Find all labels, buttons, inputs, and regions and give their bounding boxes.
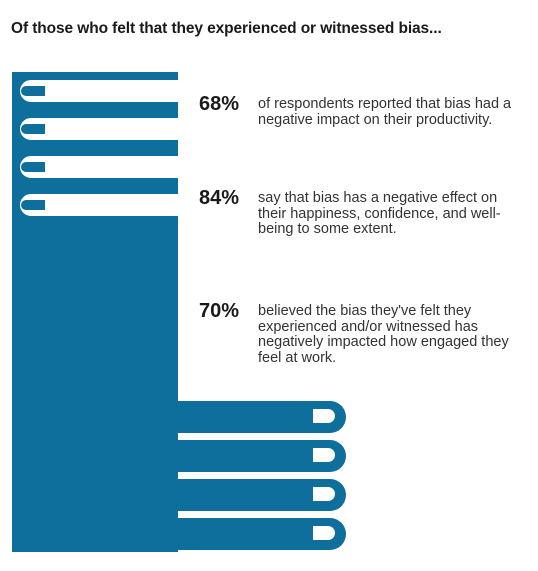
right-hand-fingers	[170, 401, 346, 550]
stat-text: of respondents reported that bias had a …	[258, 96, 512, 128]
finger-left-1	[18, 78, 178, 104]
stat-percent: 68%	[199, 93, 240, 115]
hand-palm	[12, 72, 178, 552]
finger-right-3	[170, 479, 346, 511]
finger-right-4	[170, 518, 346, 550]
finger-right-1	[170, 401, 346, 433]
stat-text: believed the bias they've felt they expe…	[258, 303, 509, 366]
finger-separators	[178, 435, 315, 516]
finger-left-2	[18, 116, 178, 142]
left-hand-fingers	[18, 78, 178, 218]
stat-percent: 84%	[199, 187, 240, 209]
finger-left-3	[18, 154, 178, 180]
finger-right-2	[170, 440, 346, 472]
stat-percent: 70%	[199, 300, 240, 322]
stat-text: say that bias has a negative effect on t…	[258, 190, 501, 238]
finger-left-4	[18, 192, 178, 218]
page-title: Of those who felt that they experienced …	[11, 20, 442, 37]
